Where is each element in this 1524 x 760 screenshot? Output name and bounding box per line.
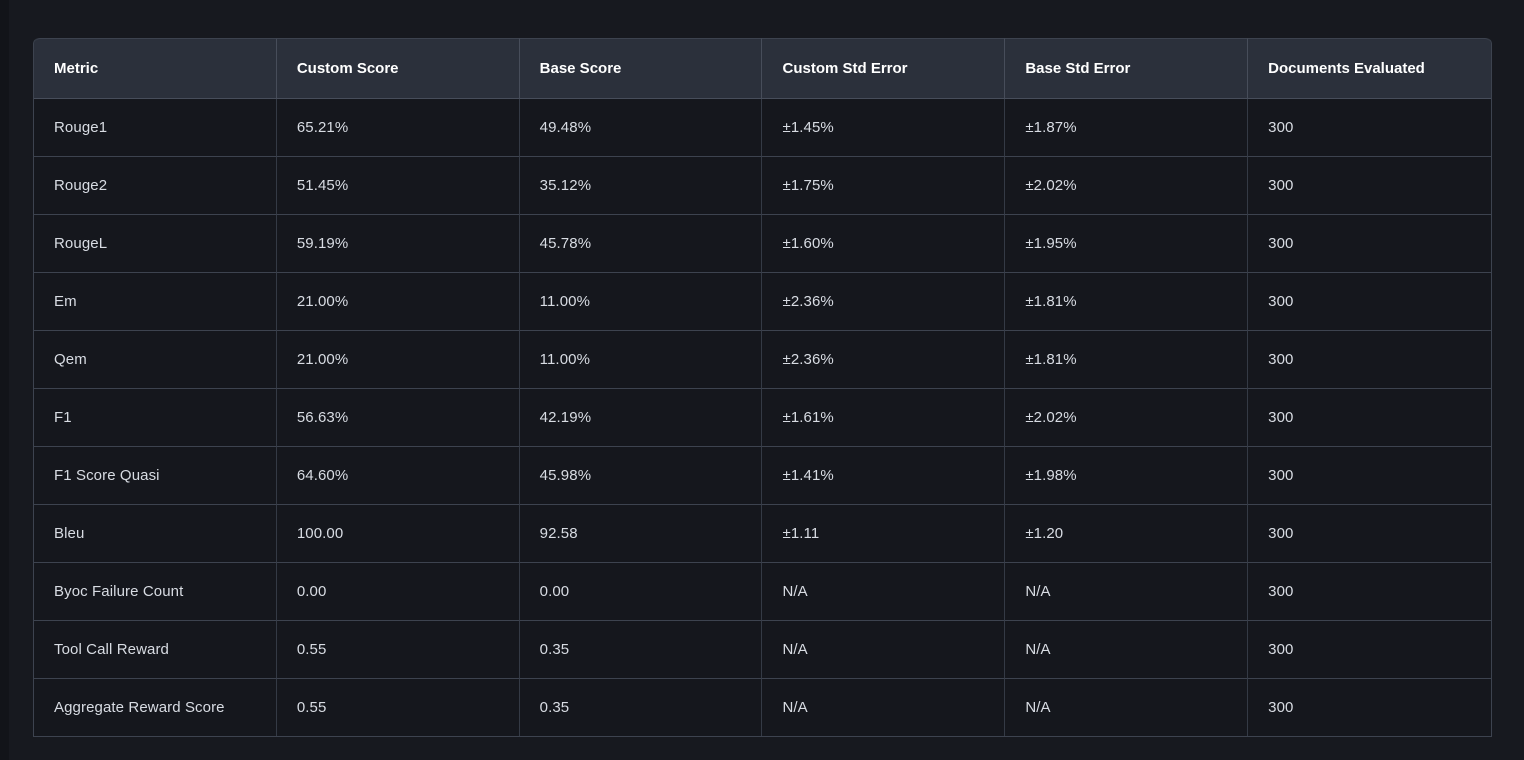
column-header-documents-evaluated: Documents Evaluated	[1248, 38, 1491, 99]
cell-custom-std-error: ±1.60%	[762, 215, 1006, 273]
cell-base-std-error: ±2.02%	[1005, 157, 1249, 215]
table-row: Em 21.00% 11.00% ±2.36% ±1.81% 300	[34, 273, 1491, 331]
cell-custom-std-error: N/A	[762, 563, 1006, 621]
cell-custom-score: 0.00	[276, 563, 520, 621]
cell-custom-std-error: ±2.36%	[762, 273, 1006, 331]
cell-base-std-error: N/A	[1005, 563, 1249, 621]
cell-metric: Em	[34, 273, 277, 331]
cell-custom-std-error: ±1.11	[762, 505, 1006, 563]
cell-documents-evaluated: 300	[1248, 215, 1491, 273]
cell-custom-std-error: ±1.61%	[762, 389, 1006, 447]
cell-documents-evaluated: 300	[1248, 505, 1491, 563]
cell-metric: Rouge2	[34, 157, 277, 215]
table-body: Rouge1 65.21% 49.48% ±1.45% ±1.87% 300 Rouge2 5…	[34, 99, 1491, 736]
cell-metric: Qem	[34, 331, 277, 389]
cell-custom-score: 21.00%	[276, 331, 520, 389]
cell-base-std-error: N/A	[1005, 621, 1249, 679]
cell-documents-evaluated: 300	[1248, 621, 1491, 679]
cell-documents-evaluated: 300	[1248, 157, 1491, 215]
cell-metric: Byoc Failure Count	[34, 563, 277, 621]
table-row: Aggregate Reward Score 0.55 0.35 N/A N/A 300	[34, 679, 1491, 736]
cell-base-score: 42.19%	[519, 389, 763, 447]
cell-base-std-error: ±1.81%	[1005, 273, 1249, 331]
table-row: F1 Score Quasi 64.60% 45.98% ±1.41% ±1.98% 30…	[34, 447, 1491, 505]
cell-documents-evaluated: 300	[1248, 447, 1491, 505]
cell-base-score: 0.00	[519, 563, 763, 621]
cell-documents-evaluated: 300	[1248, 273, 1491, 331]
cell-metric: Bleu	[34, 505, 277, 563]
cell-custom-std-error: ±1.75%	[762, 157, 1006, 215]
cell-base-score: 92.58	[519, 505, 763, 563]
column-header-metric: Metric	[34, 38, 277, 99]
cell-base-score: 11.00%	[519, 273, 763, 331]
cell-metric: F1 Score Quasi	[34, 447, 277, 505]
table-row: Byoc Failure Count 0.00 0.00 N/A N/A 300	[34, 563, 1491, 621]
cell-base-std-error: ±1.98%	[1005, 447, 1249, 505]
cell-custom-score: 56.63%	[276, 389, 520, 447]
cell-base-score: 49.48%	[519, 99, 763, 157]
cell-custom-score: 0.55	[276, 621, 520, 679]
cell-custom-std-error: N/A	[762, 621, 1006, 679]
cell-custom-std-error: ±2.36%	[762, 331, 1006, 389]
cell-documents-evaluated: 300	[1248, 389, 1491, 447]
cell-base-std-error: ±1.87%	[1005, 99, 1249, 157]
column-header-base-score: Base Score	[519, 38, 763, 99]
cell-custom-score: 59.19%	[276, 215, 520, 273]
table-row: Tool Call Reward 0.55 0.35 N/A N/A 300	[34, 621, 1491, 679]
cell-custom-score: 64.60%	[276, 447, 520, 505]
evaluation-metrics-table: Metric Custom Score Base Score Custom Std E…	[33, 38, 1492, 737]
table-row: F1 56.63% 42.19% ±1.61% ±2.02% 300	[34, 389, 1491, 447]
cell-metric: Rouge1	[34, 99, 277, 157]
cell-custom-score: 21.00%	[276, 273, 520, 331]
cell-custom-score: 51.45%	[276, 157, 520, 215]
cell-documents-evaluated: 300	[1248, 331, 1491, 389]
cell-base-std-error: ±2.02%	[1005, 389, 1249, 447]
cell-metric: RougeL	[34, 215, 277, 273]
table-row: Rouge2 51.45% 35.12% ±1.75% ±2.02% 300	[34, 157, 1491, 215]
cell-metric: Tool Call Reward	[34, 621, 277, 679]
table-head: Metric Custom Score Base Score Custom Std E…	[34, 38, 1491, 99]
cell-metric: F1	[34, 389, 277, 447]
cell-documents-evaluated: 300	[1248, 679, 1491, 736]
cell-custom-std-error: ±1.41%	[762, 447, 1006, 505]
window-edge	[0, 0, 9, 760]
cell-metric: Aggregate Reward Score	[34, 679, 277, 736]
column-header-custom-score: Custom Score	[276, 38, 520, 99]
metrics-table-container: Metric Custom Score Base Score Custom Std E…	[33, 38, 1492, 737]
column-header-custom-std-error: Custom Std Error	[762, 38, 1006, 99]
cell-documents-evaluated: 300	[1248, 99, 1491, 157]
table-row: Rouge1 65.21% 49.48% ±1.45% ±1.87% 300	[34, 99, 1491, 157]
cell-custom-score: 65.21%	[276, 99, 520, 157]
cell-base-score: 0.35	[519, 621, 763, 679]
column-header-base-std-error: Base Std Error	[1005, 38, 1249, 99]
cell-base-score: 35.12%	[519, 157, 763, 215]
cell-base-std-error: ±1.81%	[1005, 331, 1249, 389]
cell-custom-score: 100.00	[276, 505, 520, 563]
table-row: Qem 21.00% 11.00% ±2.36% ±1.81% 300	[34, 331, 1491, 389]
cell-base-score: 0.35	[519, 679, 763, 736]
cell-base-score: 45.98%	[519, 447, 763, 505]
cell-base-score: 11.00%	[519, 331, 763, 389]
cell-custom-std-error: N/A	[762, 679, 1006, 736]
table-row: RougeL 59.19% 45.78% ±1.60% ±1.95% 300	[34, 215, 1491, 273]
cell-base-score: 45.78%	[519, 215, 763, 273]
cell-base-std-error: ±1.20	[1005, 505, 1249, 563]
cell-custom-score: 0.55	[276, 679, 520, 736]
cell-documents-evaluated: 300	[1248, 563, 1491, 621]
table-row: Bleu 100.00 92.58 ±1.11 ±1.20 300	[34, 505, 1491, 563]
table-header-row: Metric Custom Score Base Score Custom Std E…	[34, 38, 1491, 99]
cell-base-std-error: N/A	[1005, 679, 1249, 736]
cell-custom-std-error: ±1.45%	[762, 99, 1006, 157]
cell-base-std-error: ±1.95%	[1005, 215, 1249, 273]
